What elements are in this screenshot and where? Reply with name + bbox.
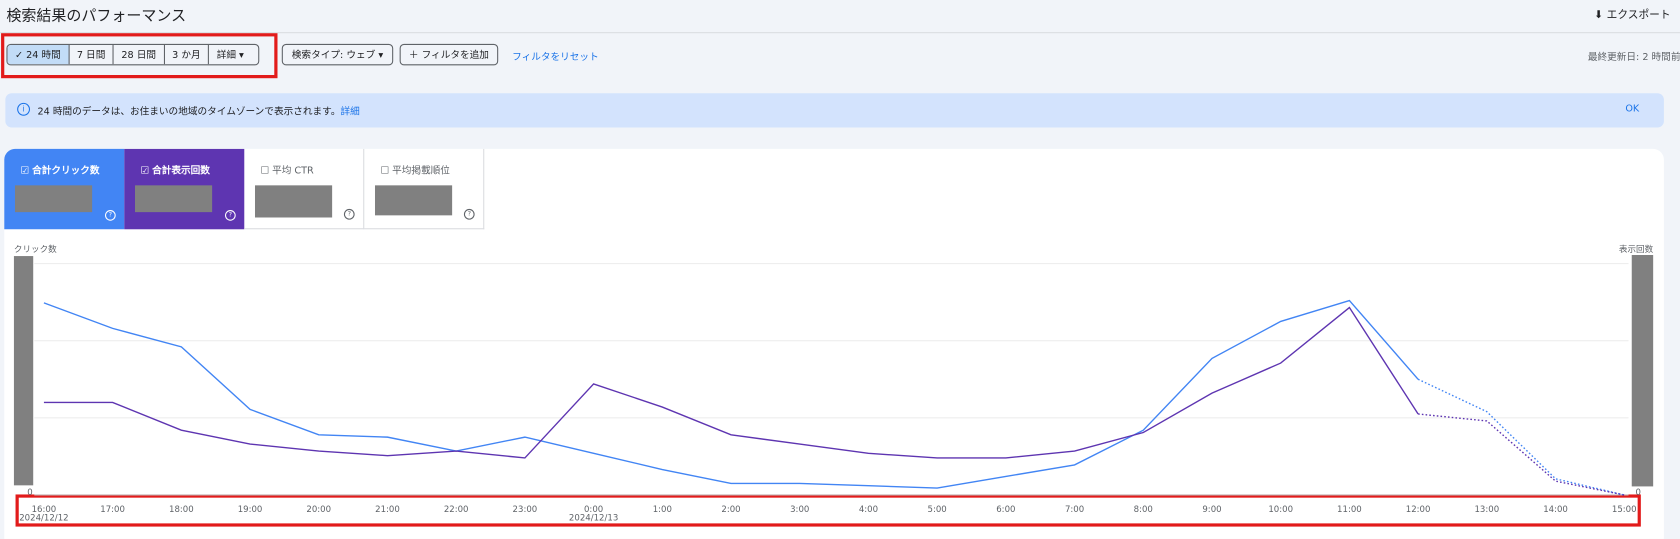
y-axis-title: クリック数 [14, 243, 57, 255]
x-tick-label: 0:00 [584, 505, 603, 515]
metric-label: 平均 CTR [272, 166, 314, 177]
metric-card[interactable]: ☐ 平均掲載順位? [364, 148, 485, 230]
y2-axis-title: 表示回数 [1619, 243, 1654, 255]
x-tick-label: 1:00 [653, 505, 672, 515]
page-title: 検索結果のパフォーマンス [6, 7, 187, 25]
x-tick-label: 21:00 [375, 505, 400, 515]
x-tick-label: 2:00 [721, 505, 740, 515]
add-filter-button[interactable]: ＋ フィルタを追加 [399, 43, 499, 66]
x-tick-label: 8:00 [1134, 505, 1153, 515]
search-type-label: 検索タイプ: ウェブ [291, 50, 376, 62]
x-tick-label: 3:00 [790, 505, 809, 515]
add-filter-label: フィルタを追加 [421, 50, 489, 62]
reset-filter-link[interactable]: フィルタをリセット [512, 52, 599, 64]
metric-card[interactable]: ☑ 合計クリック数? [4, 148, 125, 230]
hidden-axis [13, 256, 34, 486]
x-tick-label: 17:00 [100, 505, 125, 515]
range-28d[interactable]: 28 日間 [114, 44, 165, 65]
notice-ok[interactable]: OK [1625, 103, 1640, 115]
metric-card[interactable]: ☑ 合計表示回数? [124, 148, 245, 230]
x-tick-label: 22:00 [444, 505, 469, 515]
y-tick-label: 0 [27, 488, 32, 498]
notice-message: 24 時間のデータは、お住まいの地域のタイムゾーンで表示されます。 [37, 107, 341, 118]
metric-label: 平均掲載順位 [392, 166, 450, 177]
highlight-box [1, 33, 278, 79]
x-tick-label: 16:00 [32, 505, 57, 515]
series-line [1418, 413, 1625, 496]
hidden-value [134, 185, 213, 213]
help-icon: ? [343, 208, 355, 220]
y2-tick-label: 0 [1635, 488, 1640, 498]
range-label: 3 か月 [172, 50, 201, 62]
export-button[interactable]: ⬇ エクスポート [1594, 9, 1671, 22]
notice-link[interactable]: 詳細 [340, 107, 360, 118]
series-line [43, 299, 1419, 489]
range-selector: ✓ 24 時間 7 日間 28 日間 3 か月 詳細 ▾ [6, 43, 260, 66]
x-tick-label: 5:00 [928, 505, 947, 515]
hidden-value [254, 185, 333, 218]
x-tick-label: 4:00 [859, 505, 878, 515]
x-tick-label: 11:00 [1337, 505, 1362, 515]
series-line [43, 306, 1419, 459]
range-label: 28 日間 [121, 50, 157, 62]
range-24h[interactable]: ✓ 24 時間 [7, 44, 70, 65]
range-3m[interactable]: 3 か月 [165, 44, 210, 65]
x-tick-label: 6:00 [996, 505, 1015, 515]
notice-bar: i 24 時間のデータは、お住まいの地域のタイムゾーンで表示されます。詳細 OK [5, 93, 1664, 128]
last-updated: 最終更新日: 2 時間前 [1587, 52, 1680, 64]
x-date-label: 2024/12/13 [569, 514, 618, 524]
range-label: 24 時間 [26, 50, 61, 62]
series-line [1417, 378, 1625, 496]
highlight-box [15, 494, 1641, 527]
range-label: 7 日間 [76, 50, 106, 62]
hidden-axis [1631, 254, 1654, 487]
x-tick-label: 13:00 [1474, 505, 1499, 515]
x-tick-label: 9:00 [1202, 505, 1221, 515]
x-tick-label: 18:00 [169, 505, 194, 515]
help-icon: ? [104, 209, 116, 221]
divider [0, 32, 1680, 34]
hidden-value [374, 185, 453, 216]
x-tick-label: 10:00 [1268, 505, 1293, 515]
hidden-value [14, 185, 93, 213]
notice-text: 24 時間のデータは、お住まいの地域のタイムゾーンで表示されます。詳細 [37, 104, 359, 118]
x-tick-label: 14:00 [1543, 505, 1568, 515]
export-label: エクスポート [1606, 9, 1671, 22]
x-tick-label: 20:00 [306, 505, 331, 515]
metric-label: 合計表示回数 [152, 166, 210, 177]
range-more[interactable]: 詳細 ▾ [216, 50, 244, 62]
x-tick-label: 7:00 [1065, 505, 1084, 515]
info-icon: i [17, 102, 30, 116]
x-tick-label: 19:00 [238, 505, 263, 515]
x-tick-label: 12:00 [1406, 505, 1431, 515]
x-tick-label: 15:00 [1612, 505, 1637, 515]
metric-label: 合計クリック数 [32, 166, 100, 177]
help-icon: ? [463, 208, 475, 220]
range-7d[interactable]: 7 日間 [69, 44, 114, 65]
search-type-button[interactable]: 検索タイプ: ウェブ ▾ [281, 43, 394, 66]
range-label: 詳細 [216, 50, 236, 62]
x-tick-label: 23:00 [513, 505, 538, 515]
metric-card[interactable]: ☐ 平均 CTR? [244, 148, 365, 230]
x-date-label: 2024/12/12 [19, 514, 68, 524]
help-icon: ? [224, 209, 236, 221]
